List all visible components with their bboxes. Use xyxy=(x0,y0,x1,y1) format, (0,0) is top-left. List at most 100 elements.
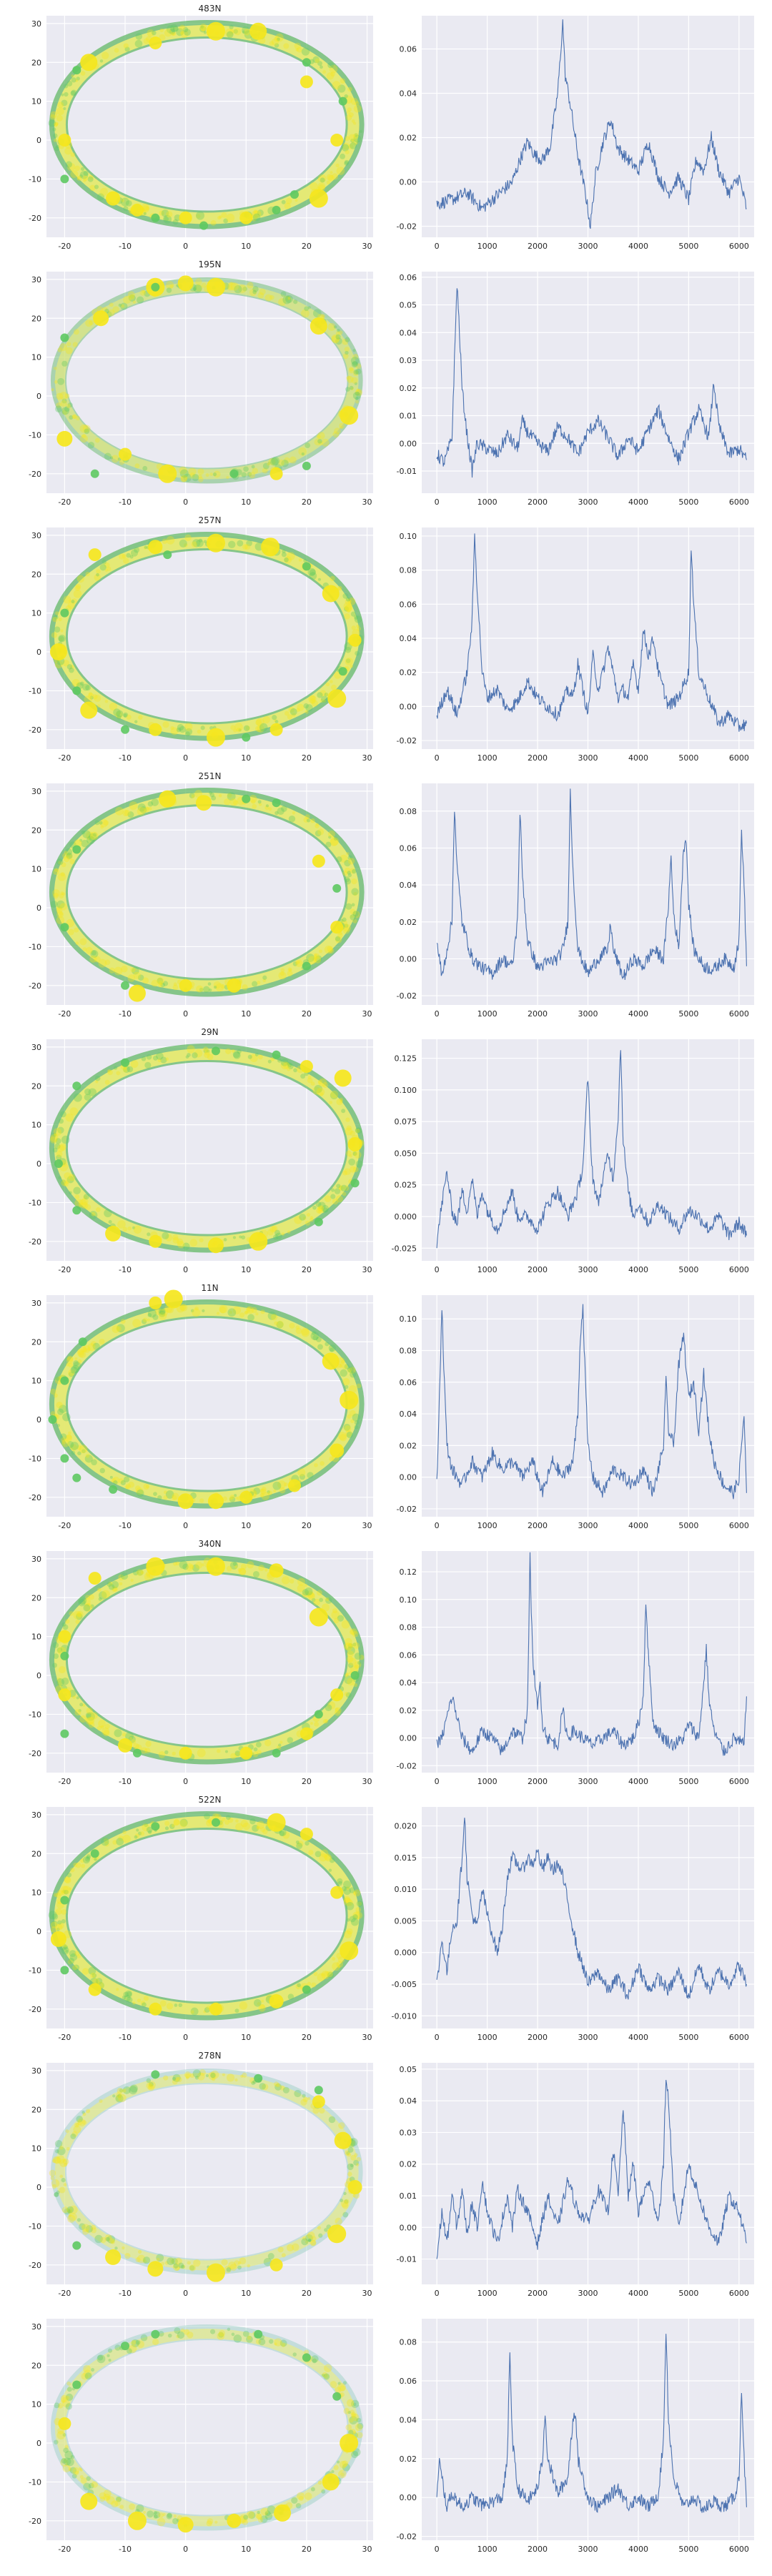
trajectory-point xyxy=(234,284,242,294)
trajectory-point xyxy=(57,873,66,881)
trajectory-point xyxy=(71,598,77,604)
trajectory-point xyxy=(356,1383,362,1389)
trajectory-point xyxy=(326,174,333,181)
trajectory-point xyxy=(232,1236,237,1239)
trajectory-point xyxy=(88,1966,96,1975)
trajectory-point xyxy=(82,683,90,691)
trajectory-point xyxy=(101,1838,109,1846)
trajectory-point xyxy=(153,1492,157,1497)
right-y-tick-label: 0.075 xyxy=(395,1117,417,1126)
trajectory-point xyxy=(302,1217,307,1220)
trajectory-point xyxy=(344,159,350,165)
trajectory-point xyxy=(222,1496,227,1502)
trajectory-point xyxy=(267,2253,274,2260)
trajectory-point xyxy=(293,1068,297,1073)
trajectory-point xyxy=(66,2208,73,2214)
trajectory-point xyxy=(352,1911,361,1920)
trajectory-blob-green xyxy=(54,1159,63,1169)
trajectory-point xyxy=(184,2071,192,2079)
trajectory-point xyxy=(71,77,76,83)
trajectory-point xyxy=(344,606,350,612)
trajectory-blob-yellow xyxy=(269,467,283,480)
trajectory-point xyxy=(128,2344,137,2354)
trajectory-point xyxy=(281,1576,290,1585)
panel-title: 257N xyxy=(199,515,222,525)
trajectory-point xyxy=(98,1591,107,1600)
trajectory-point xyxy=(271,1225,278,1232)
trajectory-point xyxy=(52,127,56,132)
trajectory-point xyxy=(74,1357,78,1360)
trajectory-point xyxy=(340,1100,343,1104)
trajectory-point xyxy=(321,438,330,447)
right-x-tick-label: 5000 xyxy=(678,1521,698,1530)
trajectory-point xyxy=(76,1612,81,1618)
trajectory-point xyxy=(249,472,256,479)
trajectory-point xyxy=(353,2159,360,2166)
trajectory-point xyxy=(264,2512,269,2515)
trajectory-point xyxy=(274,720,279,723)
trajectory-point xyxy=(234,28,242,36)
trajectory-point xyxy=(157,977,164,986)
trajectory-point xyxy=(226,213,235,222)
trajectory-point xyxy=(70,152,76,157)
trajectory-point xyxy=(350,2164,354,2168)
trajectory-point xyxy=(61,1622,66,1627)
trajectory-point xyxy=(345,1117,350,1122)
trajectory-point xyxy=(176,1238,184,1245)
trajectory-point xyxy=(245,725,251,730)
left-y-tick-label: 0 xyxy=(36,903,41,913)
trajectory-point xyxy=(329,1456,335,1462)
trajectory-point xyxy=(60,891,64,896)
trajectory-point xyxy=(344,2199,349,2204)
left-x-tick-label: -20 xyxy=(58,242,71,251)
trajectory-point xyxy=(173,1562,177,1566)
trajectory-point xyxy=(330,838,338,846)
left-y-tick-label: -10 xyxy=(29,1710,41,1719)
trajectory-point xyxy=(118,1836,124,1841)
trajectory-point xyxy=(125,1483,131,1490)
trajectory-point xyxy=(256,718,264,727)
trajectory-point xyxy=(302,2096,308,2103)
trajectory-point xyxy=(102,51,109,59)
trajectory-point xyxy=(170,24,178,32)
trajectory-point xyxy=(303,558,307,563)
trajectory-point xyxy=(49,1136,58,1144)
right-x-tick-label: 6000 xyxy=(729,2033,749,2042)
trajectory-point xyxy=(154,1307,163,1316)
trajectory-point xyxy=(227,284,233,291)
trajectory-point xyxy=(302,1589,310,1596)
trajectory-point xyxy=(317,2480,322,2485)
trajectory-point xyxy=(330,1194,336,1199)
trajectory-point xyxy=(296,1842,303,1849)
trajectory-point xyxy=(347,1367,352,1373)
trajectory-point xyxy=(352,918,357,923)
trajectory-point xyxy=(287,714,293,720)
trajectory-point xyxy=(257,2002,261,2006)
trajectory-point xyxy=(206,1819,213,1827)
trajectory-point xyxy=(356,626,361,631)
trajectory-point xyxy=(56,114,63,122)
trajectory-point xyxy=(262,715,270,724)
trajectory-point xyxy=(340,1359,345,1364)
trajectory-point xyxy=(54,2402,60,2409)
trajectory-point xyxy=(350,97,358,105)
trajectory-point xyxy=(84,1088,91,1096)
trajectory-point xyxy=(73,590,82,598)
trajectory-point xyxy=(146,807,149,811)
trajectory-point xyxy=(79,938,87,946)
trajectory-point xyxy=(200,25,204,29)
trajectory-point xyxy=(269,1226,277,1233)
trajectory-point xyxy=(328,948,335,954)
trajectory-point xyxy=(307,1472,314,1479)
right-x-tick-label: 0 xyxy=(435,1265,440,1274)
trajectory-point xyxy=(63,1945,69,1950)
trajectory-point xyxy=(64,406,70,412)
trajectory-point xyxy=(352,1643,357,1647)
trajectory-point xyxy=(61,99,68,106)
trajectory-point xyxy=(262,467,268,474)
trajectory-point xyxy=(55,1908,62,1916)
trajectory-point xyxy=(344,613,350,620)
